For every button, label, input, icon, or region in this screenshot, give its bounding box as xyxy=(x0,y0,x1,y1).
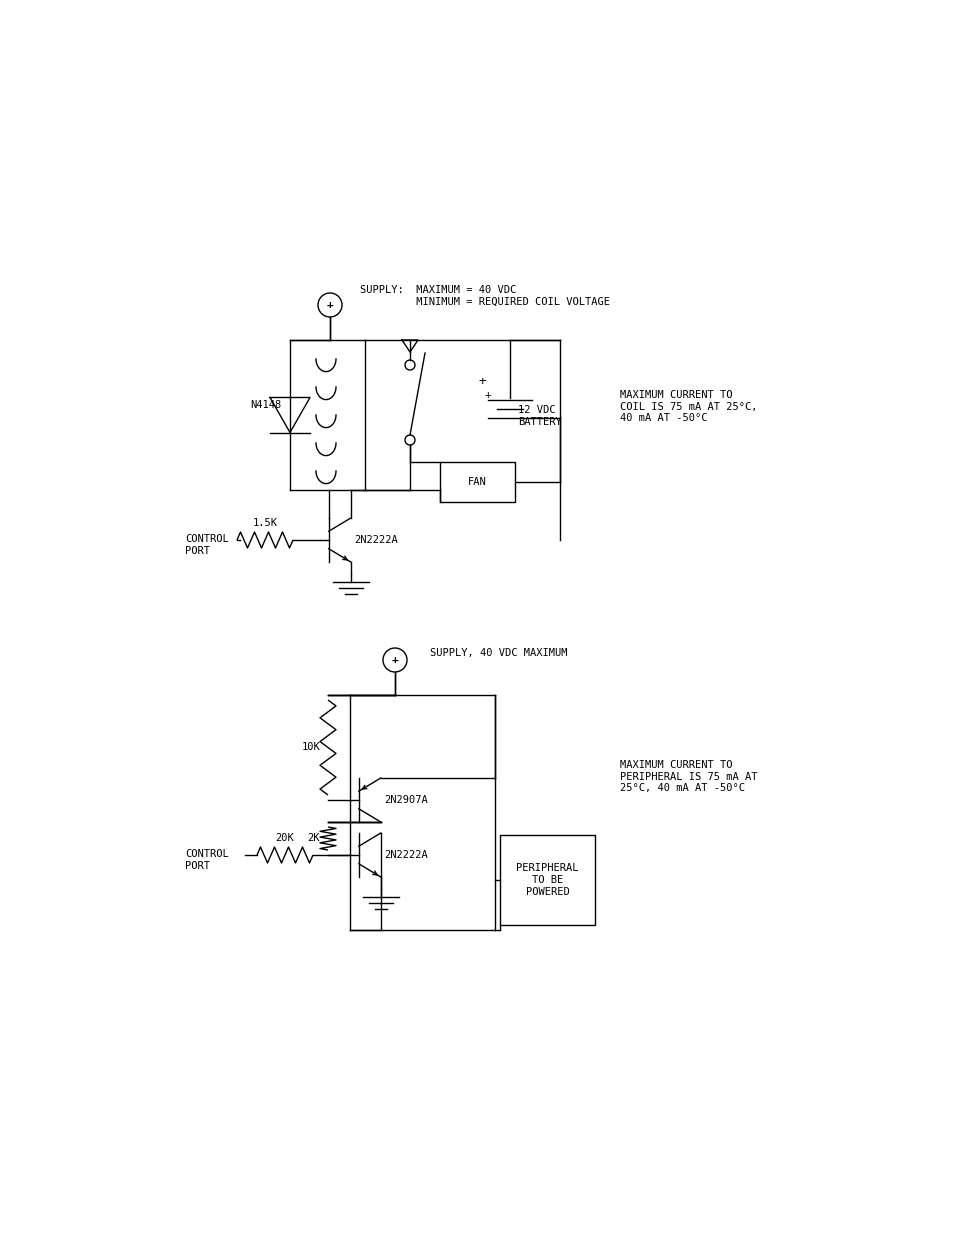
Text: CONTROL
PORT: CONTROL PORT xyxy=(185,534,229,556)
Bar xyxy=(499,835,595,925)
Text: SUPPLY:  MAXIMUM = 40 VDC
         MINIMUM = REQUIRED COIL VOLTAGE: SUPPLY: MAXIMUM = 40 VDC MINIMUM = REQUI… xyxy=(359,285,609,306)
Text: 10K: 10K xyxy=(301,742,319,752)
Text: 12 VDC
BATTERY: 12 VDC BATTERY xyxy=(517,405,561,426)
Text: +: + xyxy=(326,300,333,310)
Text: 1.5K: 1.5K xyxy=(253,517,277,529)
Text: SUPPLY, 40 VDC MAXIMUM: SUPPLY, 40 VDC MAXIMUM xyxy=(430,648,567,658)
Text: 2K: 2K xyxy=(307,832,319,844)
Text: N4148: N4148 xyxy=(251,400,282,410)
Text: 2N2907A: 2N2907A xyxy=(383,795,427,805)
Text: +: + xyxy=(484,390,491,400)
Text: MAXIMUM CURRENT TO
COIL IS 75 mA AT 25°C,
40 mA AT -50°C: MAXIMUM CURRENT TO COIL IS 75 mA AT 25°C… xyxy=(619,390,757,424)
Text: CONTROL
PORT: CONTROL PORT xyxy=(185,848,229,871)
Text: +: + xyxy=(392,655,398,664)
Text: 2N2222A: 2N2222A xyxy=(354,535,397,545)
Bar xyxy=(439,462,515,501)
Text: +: + xyxy=(477,375,485,389)
Text: 20K: 20K xyxy=(275,832,294,844)
Text: FAN: FAN xyxy=(468,477,486,487)
Text: MAXIMUM CURRENT TO
PERIPHERAL IS 75 mA AT
25°C, 40 mA AT -50°C: MAXIMUM CURRENT TO PERIPHERAL IS 75 mA A… xyxy=(619,760,757,793)
Text: PERIPHERAL
TO BE
POWERED: PERIPHERAL TO BE POWERED xyxy=(516,863,578,897)
Text: 2N2222A: 2N2222A xyxy=(383,850,427,860)
